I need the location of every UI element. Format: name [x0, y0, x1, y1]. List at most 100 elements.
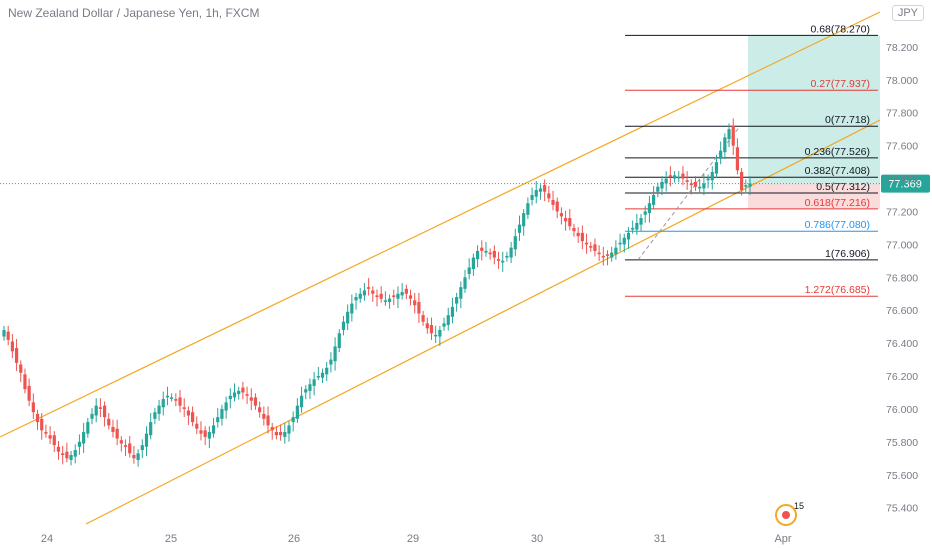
candle-body: [664, 178, 668, 184]
candle-body: [643, 211, 647, 215]
candle-body: [199, 430, 203, 434]
candle-body: [341, 321, 346, 330]
price-axis: 78.200 78.000 77.800 77.600 77.400 77.200 77.0…: [886, 42, 918, 515]
candle-body: [31, 402, 35, 413]
candle-body: [274, 431, 279, 436]
candle-body: [517, 224, 522, 233]
candle-body: [358, 293, 362, 299]
price-tick-label: 75.400: [886, 503, 918, 515]
candle-body: [371, 290, 375, 294]
candle-body: [86, 422, 90, 434]
price-tick-label: 76.600: [886, 305, 918, 317]
candle-body: [216, 417, 220, 423]
candle-body: [702, 183, 706, 189]
candle-body: [605, 254, 610, 256]
candle-body: [522, 213, 526, 227]
candle-body: [442, 323, 446, 327]
candle-body: [647, 203, 652, 214]
candle-body: [404, 288, 408, 294]
candle-body: [123, 445, 128, 447]
fib-level-label: 1(76.906): [825, 248, 870, 260]
candle-body: [723, 137, 727, 153]
candle-body: [387, 298, 392, 302]
candle-body: [572, 227, 576, 232]
candle-body: [102, 405, 107, 418]
price-tick-label: 76.200: [886, 371, 918, 383]
fib-trend-line: [637, 125, 741, 261]
candlesticks: [2, 118, 752, 467]
channel-lower-line: [85, 119, 881, 525]
fib-level-label: 0.5(77.312): [816, 181, 870, 193]
candle-body: [90, 413, 94, 419]
candle-body: [635, 222, 639, 230]
candle-body: [362, 290, 367, 296]
candle-body: [396, 293, 400, 299]
candle-body: [119, 440, 123, 444]
candle-body: [350, 303, 354, 314]
candle-body: [295, 405, 299, 419]
fib-level-label: 0.382(77.408): [805, 165, 870, 177]
candle-body: [232, 392, 237, 398]
candle-body: [480, 247, 484, 251]
price-tick-label: 77.600: [886, 141, 918, 153]
time-tick-label: 24: [41, 533, 53, 545]
candle-body: [639, 218, 643, 225]
candle-body: [249, 397, 253, 401]
price-tick-label: 77.400: [886, 174, 918, 186]
currency-badge[interactable]: JPY: [891, 5, 924, 21]
candle-body: [220, 408, 224, 419]
candle-body: [279, 431, 283, 436]
price-tick-label: 77.800: [886, 108, 918, 120]
candle-body: [367, 287, 371, 289]
candle-body: [735, 147, 740, 171]
candle-body: [262, 413, 266, 419]
candle-body: [241, 387, 245, 393]
candle-body: [555, 201, 559, 212]
time-tick-label: 31: [654, 533, 666, 545]
candle-body: [253, 397, 258, 406]
candle-body: [400, 292, 404, 296]
candle-body: [153, 412, 157, 419]
candle-body: [140, 445, 144, 451]
trend-channel: [0, 11, 881, 525]
fib-level-label: 0.27(77.937): [810, 78, 870, 90]
candle-body: [731, 125, 735, 146]
candle-body: [714, 162, 719, 174]
candle-body: [438, 329, 442, 337]
candle-body: [6, 331, 10, 340]
candle-body: [693, 181, 698, 187]
event-badge-count: 15: [794, 501, 804, 511]
candle-body: [170, 397, 174, 399]
candle-body: [48, 435, 52, 439]
candle-body: [178, 397, 182, 406]
price-tick-label: 78.200: [886, 42, 918, 54]
candle-body: [492, 250, 496, 258]
candle-body: [475, 250, 480, 260]
candle-body: [312, 379, 316, 386]
channel-upper-line: [0, 11, 881, 438]
fib-level-label: 0.618(77.216): [805, 197, 870, 209]
candle-body: [597, 252, 601, 255]
candle-body: [685, 180, 689, 182]
candle-body: [10, 341, 14, 352]
candle-body: [429, 325, 434, 334]
price-tick-label: 76.000: [886, 404, 918, 416]
candle-body: [195, 423, 199, 429]
candle-body: [333, 346, 337, 362]
candle-body: [719, 150, 723, 159]
price-tick-label: 76.800: [886, 272, 918, 284]
candle-body: [245, 394, 249, 396]
candle-body: [534, 190, 538, 197]
candle-body: [186, 410, 191, 416]
price-tick-label: 77.200: [886, 206, 918, 218]
candle-body: [463, 277, 467, 289]
candle-body: [375, 295, 379, 298]
stop-zone: [748, 183, 880, 209]
candle-body: [115, 428, 119, 439]
candle-body: [228, 395, 232, 400]
candle-body: [299, 395, 304, 408]
price-tick-label: 75.800: [886, 437, 918, 449]
candle-body: [589, 246, 593, 248]
candle-body: [346, 311, 350, 324]
